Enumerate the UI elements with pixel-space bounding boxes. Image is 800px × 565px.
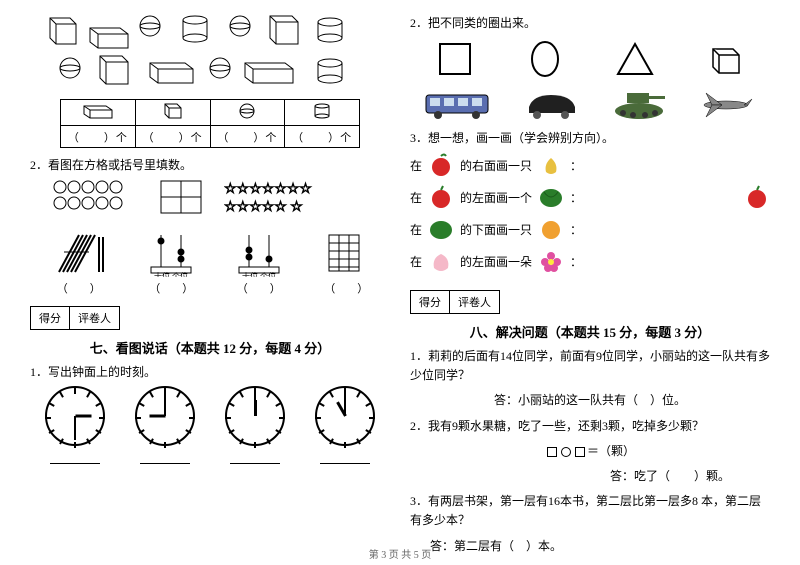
pre-4: 在 bbox=[410, 253, 422, 270]
section-7-title: 七、看图说话（本题共 12 分，每题 4 分） bbox=[30, 338, 390, 357]
square-icon bbox=[435, 39, 475, 79]
flower-icon bbox=[538, 248, 564, 274]
tank-icon bbox=[609, 89, 669, 121]
clock-answer-3[interactable] bbox=[230, 452, 280, 464]
worksheet-page: （ ）个 （ ）个 （ ）个 （ ）个 2．看图在方格或括号里填数。 bbox=[0, 0, 800, 545]
dir-row-3: 在 的下面画一只 ： bbox=[410, 216, 770, 242]
count-objects-row: ☆☆☆☆☆☆☆ ☆☆☆☆☆ ☆ bbox=[30, 177, 390, 217]
grader-label-8: 评卷人 bbox=[450, 291, 499, 313]
dir-row-2: 在 的左面画一个 ： bbox=[410, 184, 770, 210]
pear-icon bbox=[538, 152, 564, 178]
flat-shapes-row bbox=[410, 39, 770, 79]
abacus-2: 十位 个位 （ ） bbox=[234, 227, 284, 296]
radish-icon bbox=[428, 152, 454, 178]
post-2: 的左面画一个 bbox=[460, 189, 532, 206]
apple-icon bbox=[428, 184, 454, 210]
vehicles-row bbox=[410, 89, 770, 121]
stars-icon: ☆☆☆☆☆☆☆ ☆☆☆☆☆ ☆ bbox=[224, 177, 354, 217]
clock-2 bbox=[135, 386, 195, 464]
clock-answer-4[interactable] bbox=[320, 452, 370, 464]
counting-tools-row: （ ） 十位 个位 （ ） 十位 个位 （ ） （ ） bbox=[30, 227, 390, 296]
clock-4 bbox=[315, 386, 375, 464]
oval-icon bbox=[525, 39, 565, 79]
apple-extra-icon bbox=[744, 184, 770, 210]
cell-cylinder-icon bbox=[285, 100, 360, 126]
q8-2: 2．我有9颗水果糖，吃了一些，还剩3颗，吃掉多少颗？ bbox=[410, 417, 770, 436]
post-4: 的左面画一朵 bbox=[460, 253, 532, 270]
blank-1[interactable]: （ ）个 bbox=[61, 126, 136, 148]
score-label: 得分 bbox=[31, 307, 70, 329]
orange-icon bbox=[538, 216, 564, 242]
a8-2[interactable]: 答：吃了（ ）颗。 bbox=[410, 467, 770, 486]
blank[interactable]: （ ） bbox=[234, 280, 284, 296]
apples-icon bbox=[50, 177, 140, 217]
pre-1: 在 bbox=[410, 157, 422, 174]
watermelon-icon bbox=[538, 184, 564, 210]
q8-3: 3．有两层书架，第一层有16本书，第二层比第一层多8 本，第二层有多少本？ bbox=[410, 492, 770, 530]
shape-count-table: （ ）个 （ ）个 （ ）个 （ ）个 bbox=[60, 99, 360, 148]
grid-icon bbox=[160, 177, 204, 217]
blank-2[interactable]: （ ）个 bbox=[135, 126, 210, 148]
clock-3 bbox=[225, 386, 285, 464]
section-8-title: 八、解决问题（本题共 15 分，每题 3 分） bbox=[410, 322, 770, 341]
post-3: 的下面画一只 bbox=[460, 221, 532, 238]
plane-icon bbox=[696, 89, 756, 121]
melon-icon bbox=[428, 216, 454, 242]
grader-label: 评卷人 bbox=[70, 307, 119, 329]
q8-1: 1．莉莉的后面有14位同学，前面有9位同学，小丽站的这一队共有多少位同学？ bbox=[410, 347, 770, 385]
score-box-8: 得分 评卷人 bbox=[410, 290, 500, 314]
blank-4[interactable]: （ ）个 bbox=[285, 126, 360, 148]
a8-1[interactable]: 答：小丽站的这一队共有（ ）位。 bbox=[410, 391, 770, 410]
cell-sphere-icon bbox=[210, 100, 285, 126]
pre-3: 在 bbox=[410, 221, 422, 238]
clock-answer-2[interactable] bbox=[140, 452, 190, 464]
blank[interactable]: （ ） bbox=[321, 280, 371, 296]
clocks-row bbox=[30, 386, 390, 464]
direction-rows: 在 的右面画一只 ： 在 的左面画一个 ： 在 的下面画一只 ： bbox=[410, 152, 770, 274]
shapes-illustration bbox=[30, 8, 390, 93]
pre-2: 在 bbox=[410, 189, 422, 206]
shapes-svg bbox=[30, 8, 390, 93]
dir-row-4: 在 的左面画一朵 ： bbox=[410, 248, 770, 274]
triangle-icon bbox=[615, 39, 655, 79]
dir-row-1: 在 的右面画一只 ： bbox=[410, 152, 770, 178]
svg-text:十位 个位: 十位 个位 bbox=[154, 271, 188, 277]
score-label-8: 得分 bbox=[411, 291, 450, 313]
svg-text:☆☆☆☆☆ ☆: ☆☆☆☆☆ ☆ bbox=[224, 200, 303, 215]
right-column: 2．把不同类的圈出来。 3．想一想，画一画（学会辨别方向）。 在 的右面画一只 … bbox=[400, 8, 780, 545]
clock-answer-1[interactable] bbox=[50, 452, 100, 464]
peach-icon bbox=[428, 248, 454, 274]
blank[interactable]: （ ） bbox=[49, 280, 109, 296]
blank[interactable]: （ ） bbox=[146, 280, 196, 296]
eq8-2[interactable]: ＝（颗） bbox=[410, 442, 770, 461]
q2-left-text: 2．看图在方格或括号里填数。 bbox=[30, 156, 390, 173]
cell-cube-icon bbox=[135, 100, 210, 126]
cube-icon bbox=[705, 39, 745, 79]
q7-1-text: 1．写出钟面上的时刻。 bbox=[30, 363, 390, 380]
bus-icon bbox=[424, 89, 494, 121]
block-grid: （ ） bbox=[321, 227, 371, 296]
svg-text:☆☆☆☆☆☆☆: ☆☆☆☆☆☆☆ bbox=[224, 182, 312, 197]
left-column: （ ）个 （ ）个 （ ）个 （ ）个 2．看图在方格或括号里填数。 bbox=[20, 8, 400, 545]
score-box-7: 得分 评卷人 bbox=[30, 306, 120, 330]
svg-text:十位 个位: 十位 个位 bbox=[242, 271, 276, 277]
cell-rect-prism-icon bbox=[61, 100, 136, 126]
blank-3[interactable]: （ ）个 bbox=[210, 126, 285, 148]
post-1: 的右面画一只 bbox=[460, 157, 532, 174]
q3-right-text: 3．想一想，画一画（学会辨别方向）。 bbox=[410, 129, 770, 146]
page-footer: 第 3 页 共 5 页 bbox=[0, 546, 800, 561]
abacus-1: 十位 个位 （ ） bbox=[146, 227, 196, 296]
q2-right-text: 2．把不同类的圈出来。 bbox=[410, 14, 770, 31]
car-icon bbox=[521, 89, 581, 121]
bundle-sticks: （ ） bbox=[49, 227, 109, 296]
clock-1 bbox=[45, 386, 105, 464]
